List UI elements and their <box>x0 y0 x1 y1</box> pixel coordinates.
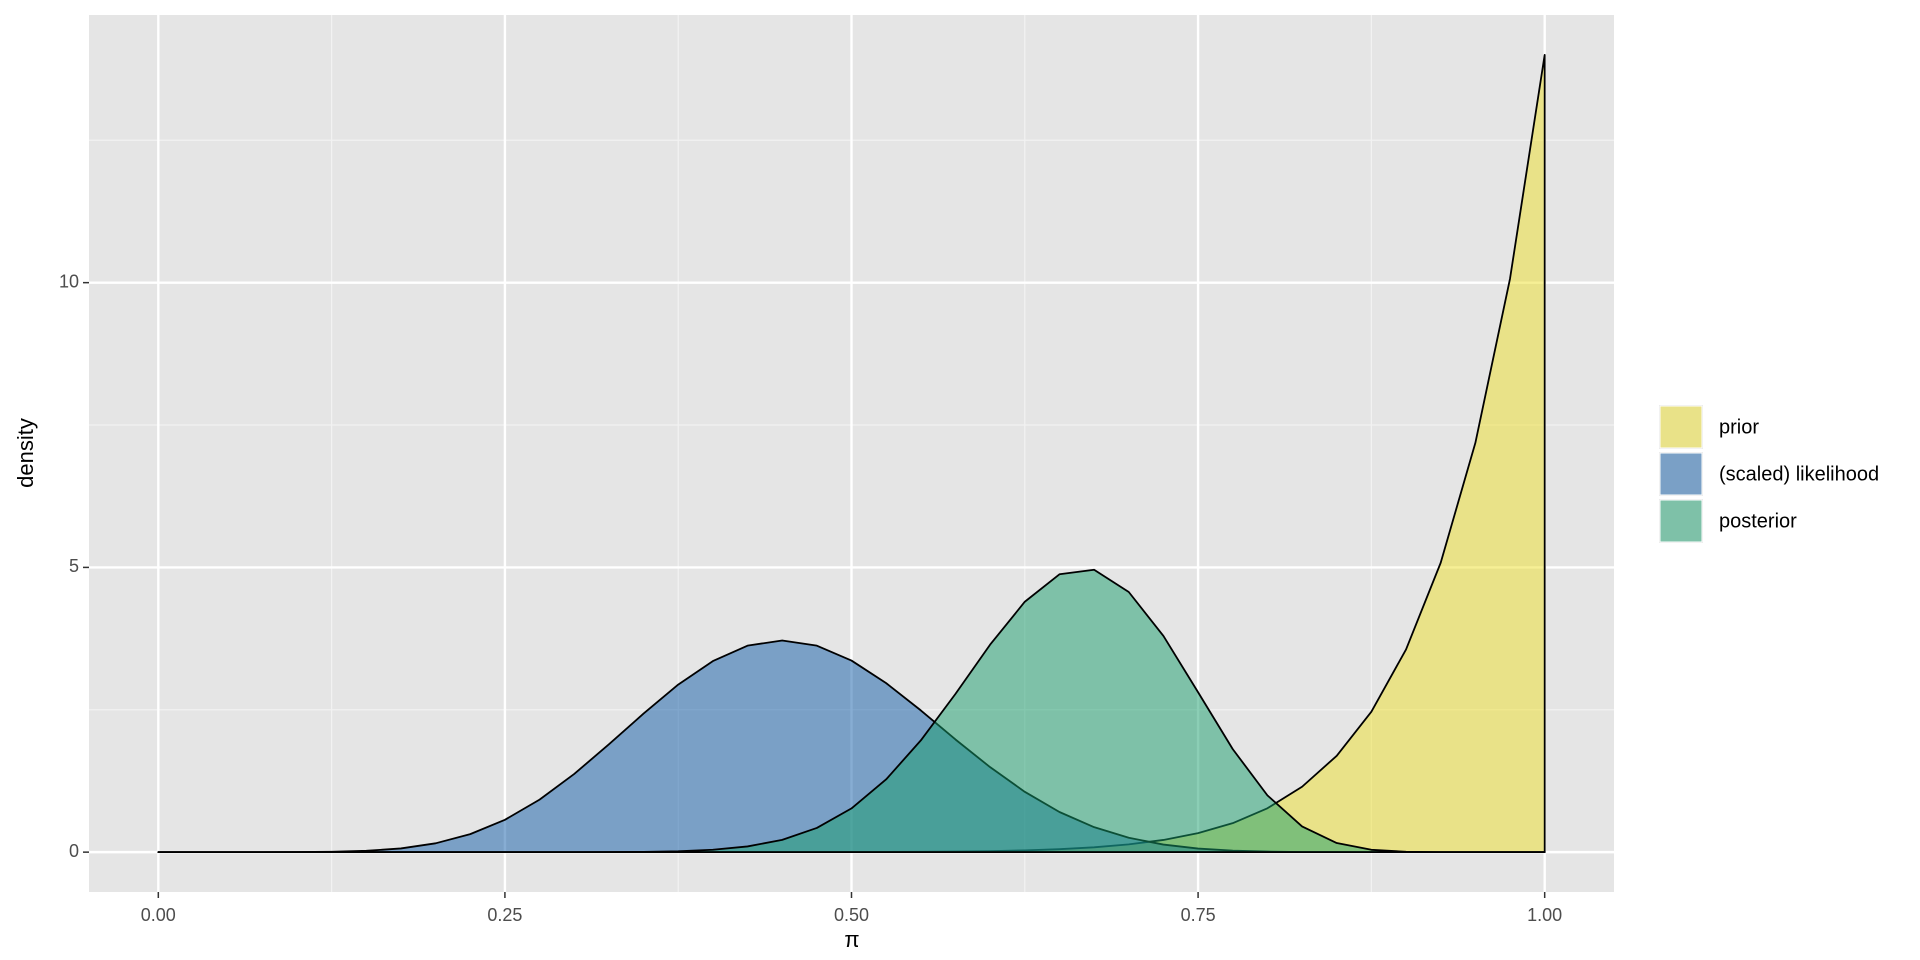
legend-label: prior <box>1719 416 1759 438</box>
x-axis-title: π <box>844 927 859 952</box>
legend-key <box>1659 405 1703 449</box>
x-tick-label: 1.00 <box>1527 905 1562 925</box>
density-area <box>157 568 1546 854</box>
y-tick-label: 0 <box>69 841 79 861</box>
y-tick-label: 5 <box>69 556 79 576</box>
x-tick-label: 0.25 <box>487 905 522 925</box>
x-tick-label: 0.75 <box>1181 905 1216 925</box>
legend-key <box>1659 499 1703 543</box>
legend-label: posterior <box>1719 510 1797 532</box>
legend-label: (scaled) likelihood <box>1719 463 1879 485</box>
y-tick-label: 10 <box>59 271 79 291</box>
y-axis-title: density <box>13 418 38 488</box>
x-tick-label: 0.00 <box>141 905 176 925</box>
legend-key <box>1659 452 1703 496</box>
x-tick-label: 0.50 <box>834 905 869 925</box>
